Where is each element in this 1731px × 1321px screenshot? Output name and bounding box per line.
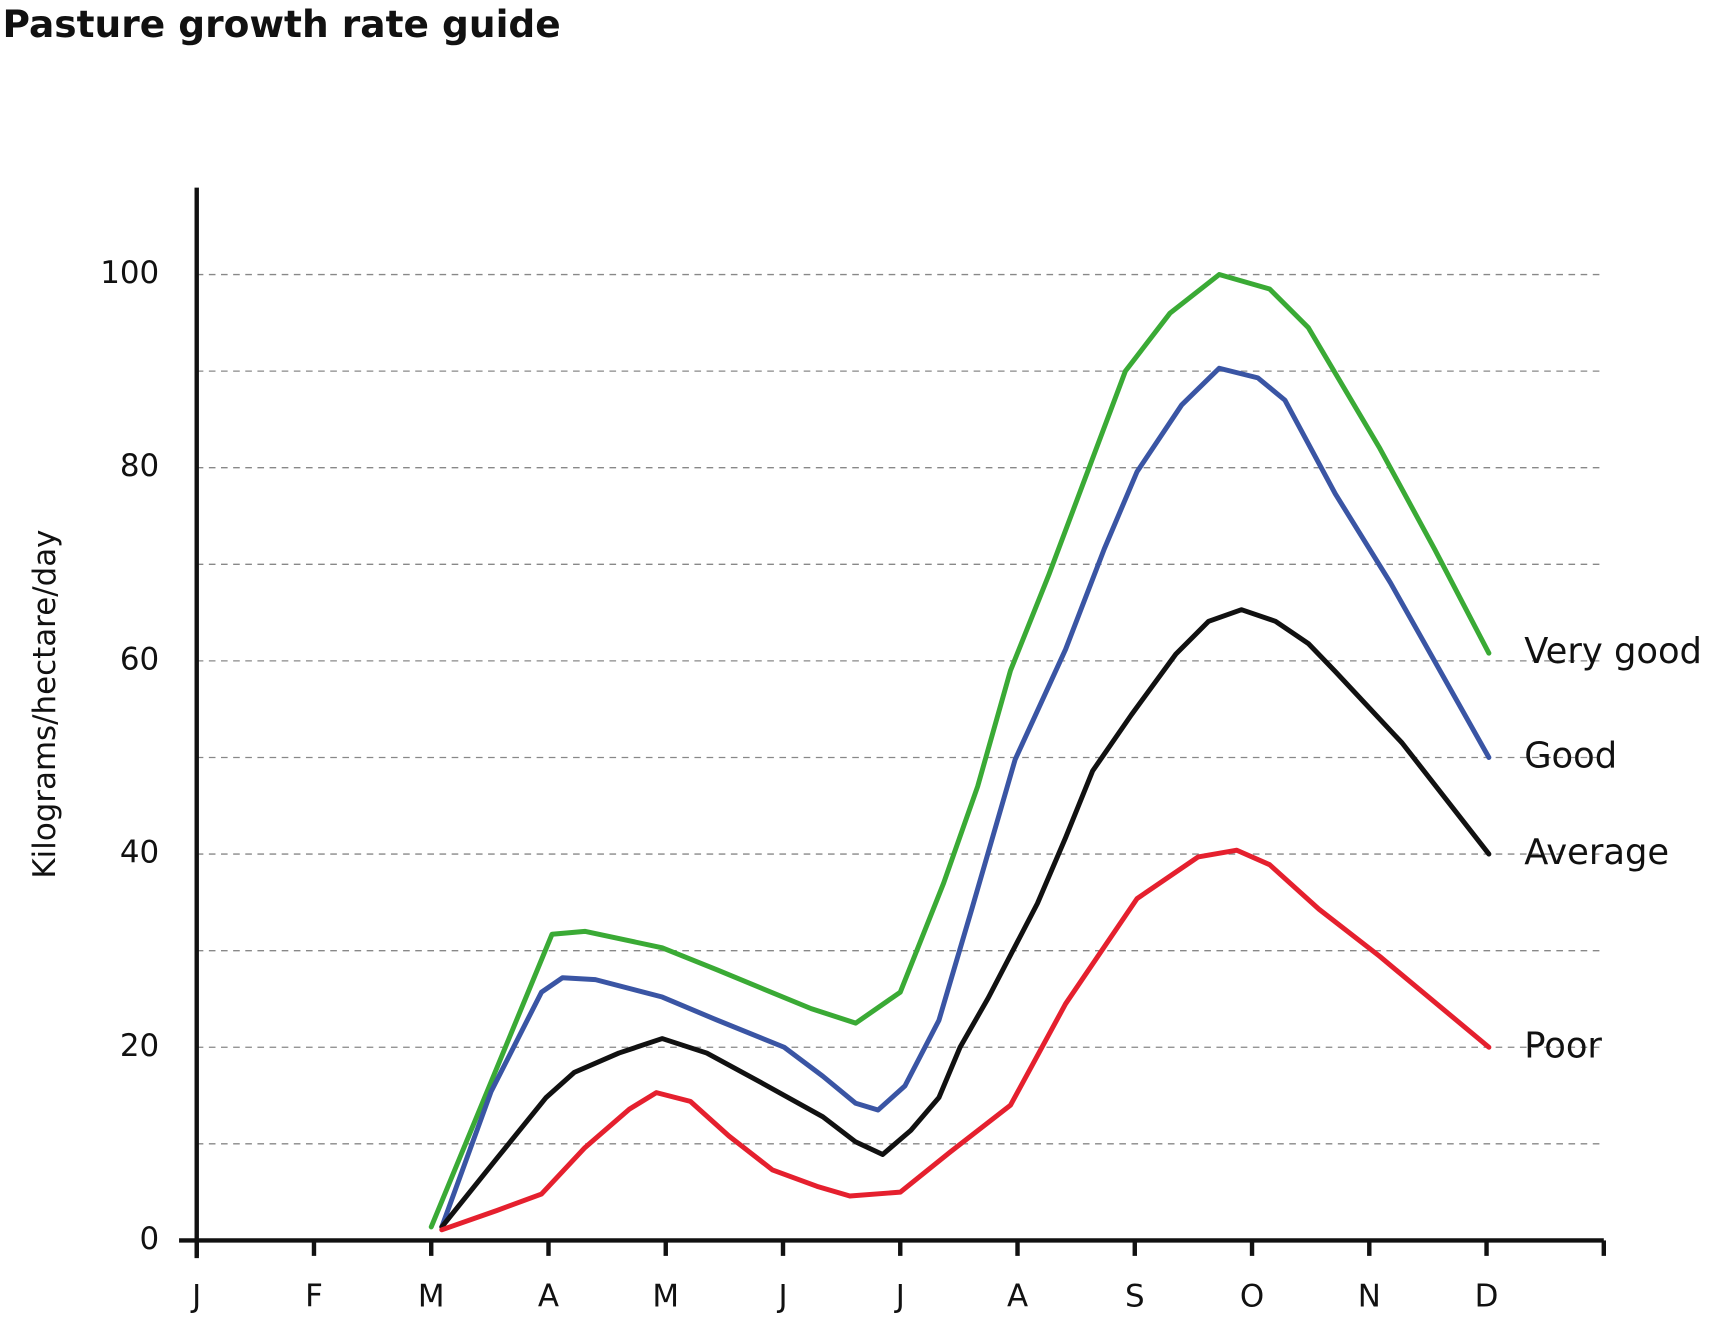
x-tick-label: A [538, 1278, 559, 1314]
series-label: Very good [1524, 631, 1702, 672]
x-tick-label: J [190, 1278, 201, 1314]
series-line [439, 607, 1492, 1230]
y-tick-label: 80 [120, 448, 159, 484]
y-tick-label: 100 [100, 255, 159, 291]
series-line [439, 365, 1492, 1230]
y-tick-label: 40 [120, 835, 159, 871]
y-tick-label: 20 [120, 1028, 159, 1064]
y-tick-label: 60 [120, 641, 159, 677]
x-tick-label: N [1358, 1278, 1381, 1314]
x-tick-label: D [1475, 1278, 1499, 1314]
x-tick-label: A [1007, 1278, 1028, 1314]
x-tick-label: M [652, 1278, 679, 1314]
series-label: Average [1524, 832, 1669, 873]
series-line [439, 847, 1492, 1233]
y-tick-label: 0 [140, 1221, 160, 1257]
x-tick-label: J [776, 1278, 787, 1314]
chart-title: Pasture growth rate guide [2, 2, 560, 46]
y-axis-label: Kilograms/hectare/day [27, 530, 63, 879]
x-tick-label: S [1125, 1278, 1145, 1314]
x-tick-label: O [1240, 1278, 1264, 1314]
x-tick-label: F [305, 1278, 323, 1314]
x-tick-label: M [418, 1278, 445, 1314]
x-tick-label: J [894, 1278, 905, 1314]
series-line [428, 272, 1492, 1230]
series-label: Good [1524, 735, 1617, 776]
series-label: Poor [1524, 1025, 1602, 1066]
